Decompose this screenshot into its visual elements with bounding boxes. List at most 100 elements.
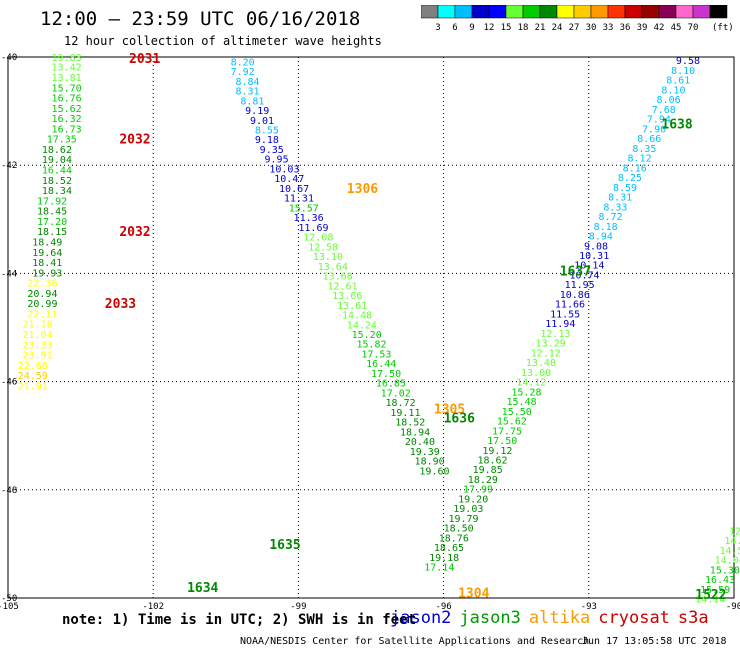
wave-height-value: 17.53 [361, 349, 391, 360]
wave-height-value: 7.94 [647, 115, 671, 126]
pass-number-label: 2032 [119, 133, 150, 148]
wave-height-value: 8.25 [618, 173, 642, 184]
wave-height-value: 8.18 [594, 222, 618, 233]
wave-height-value: 13.66 [332, 291, 362, 302]
wave-height-value: 17.92 [37, 196, 67, 207]
wave-height-value: 11.94 [545, 319, 575, 330]
colorbar-label: 6 [452, 23, 457, 33]
wave-height-value: 23.33 [23, 340, 53, 351]
wave-height-value: 21.91 [18, 381, 48, 392]
wave-height-value: 15.50 [502, 407, 532, 418]
legend-s3a: s3a [677, 608, 709, 628]
colorbar-label: 12 [484, 23, 495, 33]
legend-jason2: jason2 [390, 608, 452, 628]
wave-height-value: 19.93 [32, 268, 62, 279]
colorbar-label: 27 [569, 23, 580, 33]
wave-height-value: 18.34 [42, 186, 72, 197]
wave-height-value: 13.00 [521, 368, 551, 379]
wave-height-map: -105 -102 -99 -96 -93 -90 -40 -42 -44 -46 -48 -50 19… [0, 52, 740, 612]
colorbar-unit: (ft) [712, 23, 734, 33]
wave-height-value: 20.94 [27, 289, 57, 300]
colorbar-label: 24 [552, 23, 563, 33]
wave-height-value: 14.0 [724, 536, 740, 547]
chart-title: 12:00 – 23:59 UTC 06/16/2018 [40, 8, 361, 30]
wave-height-value: 19.60 [419, 466, 449, 477]
y-tick-label: -44 [1, 269, 17, 279]
wave-height-value: 13.10 [313, 252, 343, 263]
wave-height-value: 18.65 [434, 543, 464, 554]
wave-height-value: 14.48 [342, 311, 372, 322]
colorbar-label: 30 [586, 23, 597, 33]
wave-height-value: 10.67 [279, 184, 309, 195]
wave-height-value: 18.41 [32, 258, 62, 269]
wave-height-value: 8.66 [637, 134, 661, 145]
wave-height-value: 10.47 [274, 174, 304, 185]
colorbar-label: 15 [501, 23, 512, 33]
pass-number-label: 2031 [129, 52, 160, 67]
wave-height-value: 8.59 [613, 183, 637, 194]
wave-height-value: 8.10 [671, 66, 695, 77]
wave-height-value: 22.36 [27, 279, 57, 290]
wave-height-value: 10.03 [269, 164, 299, 175]
colorbar-label: 9 [469, 23, 474, 33]
wave-height-value: 18.49 [32, 237, 62, 248]
wave-height-value: 14.04 [715, 556, 740, 567]
chart-subtitle: 12 hour collection of altimeter wave hei… [64, 34, 382, 48]
wave-height-value: 8.06 [657, 95, 681, 106]
wave-height-value: 19.03 [453, 504, 483, 515]
wave-height-value: 12.61 [327, 281, 357, 292]
x-tick-label: -90 [726, 602, 740, 612]
wave-height-value: 19.20 [458, 494, 488, 505]
wave-height-value: 17.35 [47, 135, 77, 146]
colorbar-label: 3 [435, 23, 440, 33]
wave-height-value: 14.24 [347, 320, 377, 331]
generated-timestamp: Jun 17 13:05:58 UTC 2018 [582, 636, 727, 647]
wave-height-value: 19.11 [390, 408, 420, 419]
wave-height-value: 7.68 [652, 105, 676, 116]
wave-height-value: 13.61 [337, 301, 367, 312]
pass-number-label: 1304 [458, 587, 489, 602]
wave-height-value: 8.61 [666, 76, 690, 87]
colorbar-label: 21 [535, 23, 546, 33]
wave-height-value: 15.59 [700, 585, 730, 596]
wave-height-value: 13.40 [526, 358, 556, 369]
wave-height-value: 13.29 [536, 339, 566, 350]
wave-height-value: 21.18 [23, 320, 53, 331]
wave-height-value: 11.95 [565, 280, 595, 291]
plot-frame [7, 56, 735, 599]
wave-height-value: 17.14 [424, 563, 454, 574]
wave-height-value: 12.13 [540, 329, 570, 340]
wave-height-value: 10.86 [560, 290, 590, 301]
wave-height-value: 18.52 [42, 176, 72, 187]
wave-height-value: 7.90 [642, 124, 666, 135]
wave-height-value: 9.01 [250, 116, 274, 127]
y-tick-label: -40 [1, 53, 17, 63]
pass-number-label: 1305 [434, 403, 465, 418]
wave-height-value: 17.50 [371, 369, 401, 380]
wave-height-value: 20.40 [405, 437, 435, 448]
colorbar-label: 42 [654, 23, 665, 33]
wave-height-value: 13.68 [323, 272, 353, 283]
wave-height-value: 19.12 [482, 446, 512, 457]
x-tick-label: -105 [0, 602, 19, 612]
wave-height-value: 8.72 [598, 212, 622, 223]
wave-height-value: 16.76 [52, 94, 82, 105]
wave-height-value: 18.90 [415, 457, 445, 468]
wave-height-value: 21.04 [23, 330, 53, 341]
wave-height-value: 11.66 [555, 300, 585, 311]
wave-height-value: 17.99 [463, 485, 493, 496]
wave-height-value: 16.85 [376, 379, 406, 390]
wave-height-value: 15.30 [710, 565, 740, 576]
wave-height-value: 7.92 [231, 67, 255, 78]
wave-height-value: 8.12 [628, 154, 652, 165]
wave-height-value: 18.94 [400, 427, 430, 438]
wave-height-value: 11.36 [294, 213, 324, 224]
wave-height-value: 11.69 [298, 223, 328, 234]
wave-height-value: 11.31 [284, 194, 314, 205]
wave-height-value: 19.85 [473, 465, 503, 476]
x-tick-label: -102 [142, 602, 164, 612]
colorbar-label: 70 [688, 23, 699, 33]
wave-height-value: 8.35 [632, 144, 656, 155]
wave-height-value: 12.12 [531, 348, 561, 359]
y-tick-label: -42 [1, 161, 17, 171]
